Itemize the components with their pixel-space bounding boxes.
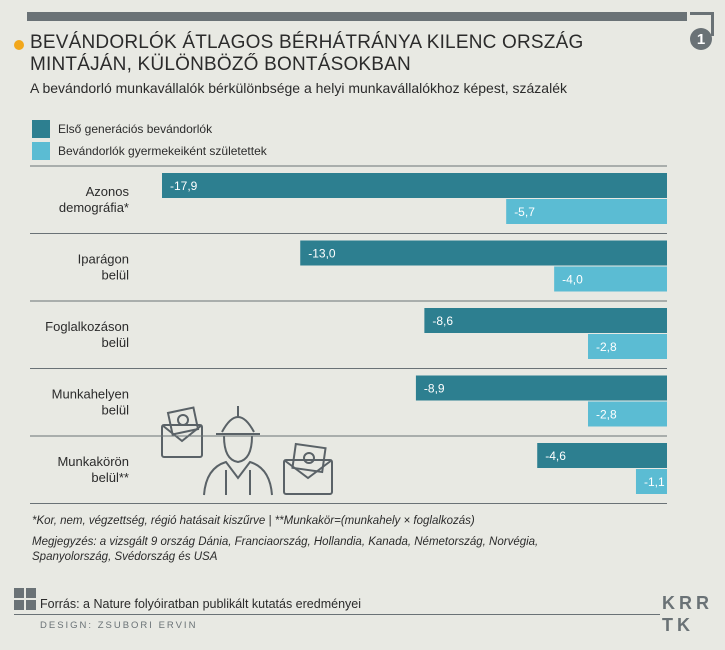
category-label: Foglalkozáson belül xyxy=(45,319,129,350)
top-bar xyxy=(27,12,687,21)
illustration xyxy=(161,406,333,496)
bar-value-label: -17,9 xyxy=(170,179,198,193)
footer-squares-icon xyxy=(14,588,36,610)
bar-value-label: -8,6 xyxy=(432,314,453,328)
legend-item-second-gen: Bevándorlók gyermekeiként születettek xyxy=(32,140,267,162)
chart-number-badge: 1 xyxy=(690,28,712,50)
bar-second-gen xyxy=(588,334,667,359)
bar-value-label: -1,1 xyxy=(644,475,665,489)
bar-second-gen xyxy=(635,469,667,494)
logo-top: KRR xyxy=(662,593,713,613)
bar-value-label: -4,6 xyxy=(545,449,566,463)
bar-first-gen xyxy=(424,308,667,333)
page-title: BEVÁNDORLÓK ÁTLAGOS BÉRHÁTRÁNYA KILENC O… xyxy=(30,32,584,75)
legend: Első generációs bevándorlók Bevándorlók … xyxy=(32,118,267,162)
corner-mark xyxy=(690,12,714,36)
bar-second-gen xyxy=(506,199,667,224)
bar-first-gen xyxy=(537,443,667,468)
bar-first-gen xyxy=(162,173,667,198)
legend-label-second-gen: Bevándorlók gyermekeiként születettek xyxy=(58,144,267,158)
bar-value-label: -2,8 xyxy=(596,408,617,422)
design-credit: DESIGN: ZSUBORI ERVIN xyxy=(40,620,198,631)
bar-first-gen xyxy=(300,240,667,266)
remark: Megjegyzés: a vizsgált 9 ország Dánia, F… xyxy=(32,536,539,563)
category-label: Iparágon belül xyxy=(78,252,129,283)
bar-value-label: -2,8 xyxy=(596,340,617,354)
footer-line xyxy=(14,614,660,615)
category-label: Azonos demográfia* xyxy=(59,184,130,215)
logo-bottom: TK xyxy=(662,615,694,635)
bar-first-gen xyxy=(415,375,667,401)
category-label: Munkakörön belül** xyxy=(57,454,129,485)
worker-icon xyxy=(203,406,273,496)
krtk-logo: KRR TK xyxy=(662,592,718,640)
money-envelope-icon xyxy=(283,442,333,495)
bar-value-label: -4,0 xyxy=(562,273,583,287)
legend-item-first-gen: Első generációs bevándorlók xyxy=(32,118,267,140)
footnote: *Kor, nem, végzettség, régió hatásait ki… xyxy=(32,515,475,527)
page-subtitle: A bevándorló munkavállalók bérkülönbsége… xyxy=(30,80,567,96)
bar-value-label: -8,9 xyxy=(424,382,445,396)
bar-second-gen xyxy=(588,401,667,427)
category-label: Munkahelyen belül xyxy=(52,387,129,418)
bar-value-label: -13,0 xyxy=(308,247,336,261)
legend-swatch-second-gen xyxy=(32,142,50,160)
legend-label-first-gen: Első generációs bevándorlók xyxy=(58,122,213,136)
money-envelope-icon xyxy=(161,406,203,458)
title-bullet-icon xyxy=(14,40,24,50)
source-text: Forrás: a Nature folyóiratban publikált … xyxy=(40,597,361,611)
bar-second-gen xyxy=(554,266,667,292)
bar-value-label: -5,7 xyxy=(514,205,535,219)
legend-swatch-first-gen xyxy=(32,120,50,138)
